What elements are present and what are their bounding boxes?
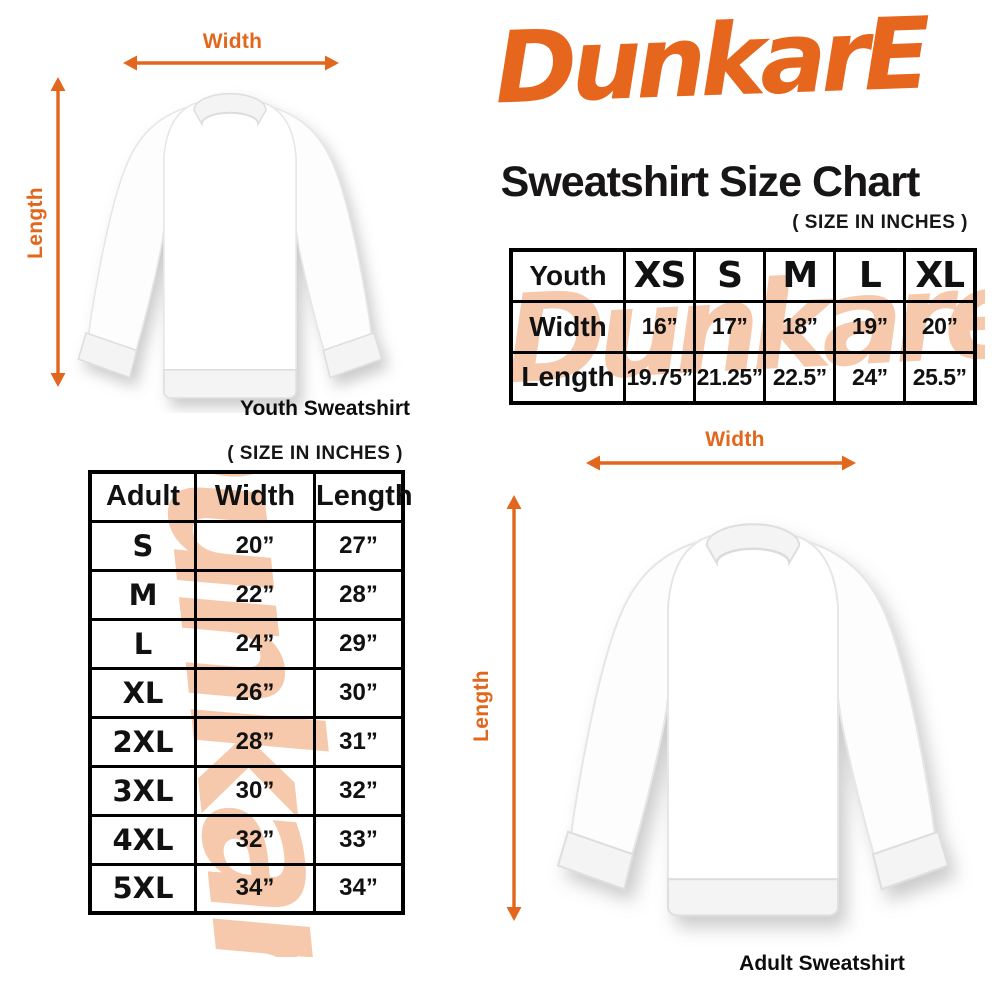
table-row: Length 19.75” 21.25” 22.5” 24” 25.5” bbox=[509, 350, 977, 405]
column-header: S bbox=[693, 248, 767, 303]
cell-value: 33” bbox=[313, 813, 405, 866]
row-label: XL bbox=[88, 666, 197, 719]
adult-length-arrow bbox=[506, 495, 522, 921]
cell-value: 22.5” bbox=[763, 350, 837, 405]
adult-length-label: Length bbox=[470, 670, 493, 742]
adult-units-note: ( SIZE IN INCHES ) bbox=[227, 443, 403, 464]
table-row: Width 16” 17” 18” 19” 20” bbox=[509, 299, 977, 354]
cell-value: 34” bbox=[194, 862, 316, 915]
youth-width-label: Width bbox=[202, 30, 263, 53]
column-header: XS bbox=[622, 248, 697, 303]
cell-value: 26” bbox=[194, 666, 316, 719]
cell-value: 19” bbox=[833, 299, 907, 354]
adult-width-arrow bbox=[586, 455, 856, 471]
table-row: 5XL 34” 34” bbox=[88, 862, 405, 915]
cell-value: 24” bbox=[194, 617, 316, 670]
cell-value: 20” bbox=[903, 299, 977, 354]
row-label: Width bbox=[509, 299, 626, 354]
column-header: Youth bbox=[509, 248, 626, 303]
table-header-row: Youth XS S M L XL bbox=[509, 248, 977, 303]
row-label: S bbox=[88, 519, 197, 572]
column-header: XL bbox=[903, 248, 977, 303]
column-header: L bbox=[833, 248, 907, 303]
cell-value: 24” bbox=[833, 350, 907, 405]
youth-size-table: Youth XS S M L XL Width 16” 17” 18” 19” 20” Length 1… bbox=[509, 248, 977, 405]
youth-size-table-wrap: Dunkare Youth XS S M L XL Width 16” 17” 18” 19” 20… bbox=[509, 248, 985, 410]
adult-width-label: Width bbox=[705, 428, 765, 451]
cell-value: 32” bbox=[313, 764, 405, 817]
cell-value: 28” bbox=[194, 715, 316, 768]
row-label: 2XL bbox=[88, 715, 197, 768]
row-label: Length bbox=[509, 350, 626, 405]
brand-logo: DunkarE bbox=[492, 0, 927, 127]
table-row: XL 26” 30” bbox=[88, 666, 405, 719]
column-header: Adult bbox=[88, 470, 197, 523]
cell-value: 25.5” bbox=[903, 350, 977, 405]
adult-size-table: Adult Width Length S 20” 27” M 22” 28” L 24” 29” XL… bbox=[88, 470, 413, 915]
table-row: 4XL 32” 33” bbox=[88, 813, 405, 866]
row-label: 5XL bbox=[88, 862, 197, 915]
row-label: M bbox=[88, 568, 197, 621]
adult-sweatshirt-image bbox=[528, 478, 978, 948]
adult-sweatshirt-caption: Adult Sweatshirt bbox=[739, 952, 905, 975]
adult-size-table-wrap: Dunkare Adult Width Length S 20” 27” M 22” 28” L… bbox=[88, 470, 413, 957]
youth-width-arrow bbox=[123, 55, 339, 71]
youth-units-note: ( SIZE IN INCHES ) bbox=[792, 212, 968, 233]
column-header: M bbox=[763, 248, 837, 303]
table-header-row: Adult Width Length bbox=[88, 470, 413, 523]
cell-value: 29” bbox=[313, 617, 405, 670]
cell-value: 32” bbox=[194, 813, 316, 866]
cell-value: 27” bbox=[313, 519, 405, 572]
youth-sweatshirt-image bbox=[55, 68, 405, 413]
youth-sweatshirt-caption: Youth Sweatshirt bbox=[240, 397, 410, 420]
cell-value: 28” bbox=[313, 568, 405, 621]
cell-value: 30” bbox=[313, 666, 405, 719]
table-row: 2XL 28” 31” bbox=[88, 715, 405, 768]
youth-length-label: Length bbox=[24, 187, 47, 259]
cell-value: 31” bbox=[313, 715, 405, 768]
cell-value: 17” bbox=[693, 299, 767, 354]
cell-value: 18” bbox=[763, 299, 837, 354]
cell-value: 21.25” bbox=[693, 350, 767, 405]
table-row: S 20” 27” bbox=[88, 519, 405, 572]
cell-value: 16” bbox=[622, 299, 697, 354]
page-title: Sweatshirt Size Chart bbox=[500, 158, 921, 206]
table-row: L 24” 29” bbox=[88, 617, 405, 670]
cell-value: 20” bbox=[194, 519, 316, 572]
row-label: L bbox=[88, 617, 197, 670]
table-row: M 22” 28” bbox=[88, 568, 405, 621]
cell-value: 19.75” bbox=[622, 350, 697, 405]
table-row: 3XL 30” 32” bbox=[88, 764, 405, 817]
row-label: 4XL bbox=[88, 813, 197, 866]
column-header: Length bbox=[313, 470, 413, 523]
cell-value: 30” bbox=[194, 764, 316, 817]
youth-length-arrow bbox=[50, 77, 66, 387]
cell-value: 34” bbox=[313, 862, 405, 915]
column-header: Width bbox=[194, 470, 316, 523]
row-label: 3XL bbox=[88, 764, 197, 817]
cell-value: 22” bbox=[194, 568, 316, 621]
